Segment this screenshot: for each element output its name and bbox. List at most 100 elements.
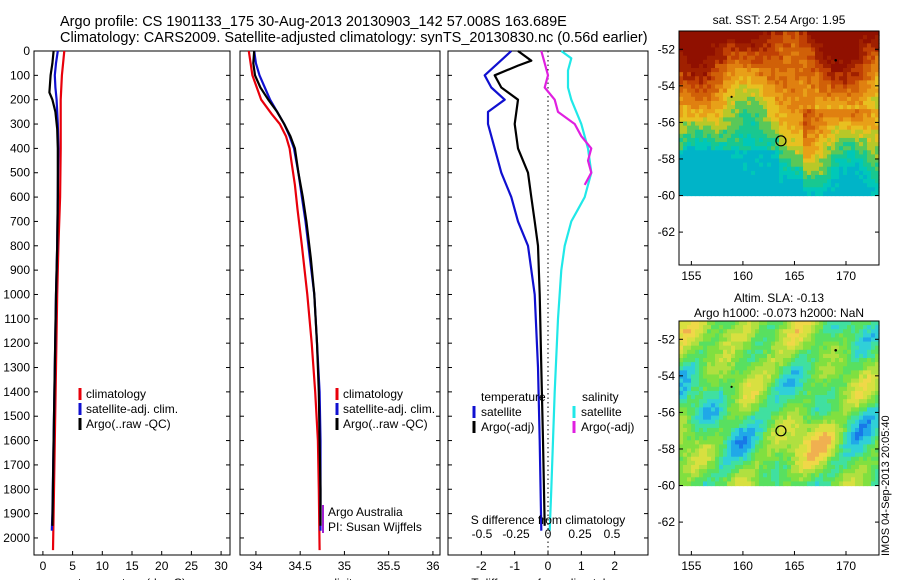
sst-map-cell (823, 187, 828, 193)
sla-map-cell (703, 460, 708, 466)
sla-map-cell (727, 325, 732, 330)
sst-map-cell (743, 154, 748, 160)
sst-map-cell (875, 174, 880, 180)
sla-map-cell (827, 423, 832, 429)
sst-map-cell (803, 170, 808, 176)
sst-map-cell (727, 183, 732, 188)
sla-map-cell (779, 403, 784, 408)
sla-map-cell (835, 411, 840, 417)
sst-map-cell (723, 100, 728, 106)
sst-map-cell (755, 150, 760, 155)
sla-map-cell (739, 436, 744, 441)
sst-map-cell (715, 187, 720, 193)
sst-map-cell (779, 43, 784, 49)
sla-map-cell (783, 469, 788, 474)
sla-map-cell (831, 440, 836, 445)
sst-map-cell (747, 109, 752, 114)
sla-map-cell (795, 362, 800, 367)
sst-map-cell (771, 63, 776, 69)
sla-map-cell (819, 477, 824, 483)
sla-map-cell (859, 411, 864, 417)
sla-map-cell (707, 390, 712, 396)
sst-map-cell (723, 105, 728, 110)
sla-map-cell (855, 407, 860, 413)
sst-map-cell (767, 125, 772, 131)
sst-map-cell (831, 43, 836, 49)
sst-map-cell (715, 129, 720, 135)
salinity-xlabel: salinity (322, 576, 359, 580)
sst-map-cell (771, 142, 776, 147)
sst-map-cell (751, 100, 756, 106)
sst-map-cell (875, 113, 880, 118)
sla-map-cell (791, 460, 796, 466)
sst-map-cell (847, 96, 852, 102)
sla-map-cell (871, 333, 876, 339)
sst-map-cell (843, 80, 848, 86)
sst-map-cell (807, 59, 812, 65)
sst-map-cell (791, 55, 796, 61)
sla-map-cell (703, 448, 708, 454)
sla-map-cell (795, 403, 800, 408)
sla-map-cell (799, 448, 804, 454)
sst-map-cell (731, 142, 736, 147)
sla-map-cell (743, 460, 748, 466)
sla-map-cell (795, 337, 800, 343)
sla-map-cell (707, 358, 712, 363)
sla-map-cell (839, 403, 844, 408)
sst-map-cell (751, 84, 756, 90)
salinity-xtick-label: 34.5 (288, 559, 312, 573)
sla-map-cell (767, 349, 772, 355)
sst-map-cell (747, 113, 752, 118)
sla-map-cell (875, 436, 880, 441)
sst-map-cell (755, 187, 760, 193)
sla-map-cell (863, 444, 868, 450)
sst-map-cell (687, 170, 692, 176)
sla-map-cell (815, 382, 820, 388)
sla-map-cell (815, 390, 820, 396)
sla-map-cell (859, 469, 864, 474)
sst-map-cell (755, 63, 760, 69)
sst-map-cell (863, 191, 868, 197)
sla-map-cell (819, 366, 824, 371)
sla-map-cell (731, 325, 736, 330)
sla-map-cell (871, 386, 876, 392)
diff-top-tick-label: -0.25 (502, 527, 530, 541)
sla-map-cell (727, 358, 732, 363)
sla-map-cell (719, 456, 724, 462)
sst-map-cell (807, 31, 812, 36)
sla-map-cell (875, 370, 880, 376)
sla-map-cell (687, 481, 692, 487)
temperature-xtick-label: 10 (96, 559, 110, 573)
sla-map-cell (763, 333, 768, 339)
sst-map-cell (783, 35, 788, 40)
sla-map-cell (735, 432, 740, 437)
sla-map-cell (767, 411, 772, 417)
sst-map-cell (855, 183, 860, 188)
sla-map-cell (751, 469, 756, 474)
sla-map-cell (775, 407, 780, 413)
sst-map-cell (707, 109, 712, 114)
sla-map-cell (711, 370, 716, 376)
sla-map-cell (831, 325, 836, 330)
sst-map-cell (715, 162, 720, 168)
sst-map-cell (703, 187, 708, 193)
sla-map-cell (827, 427, 832, 433)
diff-top-tick-label: 0.5 (604, 527, 621, 541)
sla-map-cell (731, 452, 736, 458)
sst-map-cell (695, 47, 700, 53)
sst-map-cell (775, 170, 780, 176)
sla-map-cell (831, 337, 836, 343)
sla-map-cell (815, 374, 820, 380)
sla-map-cell (735, 436, 740, 441)
sst-map-cell (727, 174, 732, 180)
sst-map-cell (747, 179, 752, 184)
sst-map-cell (867, 166, 872, 172)
sla-map-cell (867, 423, 872, 429)
sla-map-cell (715, 390, 720, 396)
sla-map-cell (759, 399, 764, 404)
sla-map-cell (691, 452, 696, 458)
sst-map-cell (771, 39, 776, 44)
sla-map-cell (743, 469, 748, 474)
sla-map-cell (843, 353, 848, 359)
sst-map-cell (743, 170, 748, 176)
